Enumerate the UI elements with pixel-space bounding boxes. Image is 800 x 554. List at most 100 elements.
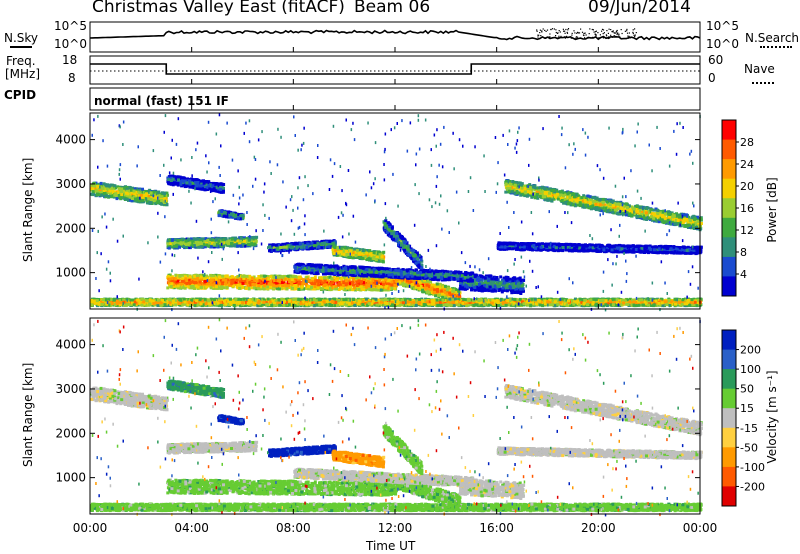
nsearch-point [633, 33, 634, 34]
nsearch-point [632, 32, 633, 33]
nsearch-point [565, 38, 566, 39]
nsearch-point [537, 31, 538, 32]
nsearch-point [571, 38, 572, 39]
nsearch-point [582, 32, 583, 33]
freq-series [90, 64, 700, 74]
nsearch-point [552, 37, 553, 38]
power-heatmap [90, 113, 703, 311]
nsearch-point [565, 29, 566, 30]
heatmap-cell [164, 197, 167, 200]
nsearch-point [589, 33, 590, 34]
nsearch-point [603, 33, 604, 34]
nsearch-point [575, 37, 576, 38]
nsearch-point [614, 35, 615, 36]
heatmap-cell [118, 187, 121, 190]
heatmap-cell [127, 192, 130, 195]
nsearch-point [629, 36, 630, 37]
nsearch-point [568, 37, 569, 38]
heatmap-cell [133, 190, 136, 193]
nsearch-point [549, 33, 550, 34]
freq-panel-plot [90, 64, 700, 74]
nsearch-point [626, 30, 627, 31]
heatmap-cell [131, 197, 134, 200]
heatmap-cell [103, 182, 106, 185]
nsearch-point [555, 35, 556, 36]
nsearch-point [545, 38, 546, 39]
heatmap-cell [120, 187, 123, 190]
nsearch-point [583, 33, 584, 34]
nsearch-point [595, 35, 596, 36]
nsearch-point [586, 34, 587, 35]
nsearch-point [626, 29, 627, 30]
nsearch-point [634, 36, 635, 37]
nsearch-point [557, 32, 558, 33]
nsearch-point [608, 36, 609, 37]
nsearch-point [601, 31, 602, 32]
heatmap-cell [160, 203, 163, 206]
nsearch-point [614, 32, 615, 33]
nsearch-point [550, 29, 551, 30]
nsearch-point [539, 38, 540, 39]
heatmap-cell [134, 198, 137, 201]
heatmap-cell [91, 187, 94, 190]
nsearch-point [547, 30, 548, 31]
nsearch-point [617, 30, 618, 31]
heatmap-cell [141, 199, 144, 202]
nsearch-point [539, 32, 540, 33]
nsearch-point [612, 31, 613, 32]
heatmap-cell [90, 193, 93, 196]
nsearch-point [578, 32, 579, 33]
nsearch-point [609, 29, 610, 30]
nsearch-point [537, 36, 538, 37]
nsearch-point [602, 29, 603, 30]
heatmap-cell [92, 190, 95, 193]
plot-canvas: 00:00 04:00 08:00 12:00 16:00 20:00 00:0010002… [0, 0, 800, 554]
nsearch-point [628, 38, 629, 39]
nsearch-point [573, 30, 574, 31]
nsearch-point [577, 37, 578, 38]
nsearch-point [560, 36, 561, 37]
nsearch-point [566, 36, 567, 37]
nsearch-point [564, 36, 565, 37]
nsearch-point [543, 28, 544, 29]
nsearch-point [617, 33, 618, 34]
nsearch-point [580, 29, 581, 30]
heatmap-cell [121, 190, 124, 193]
heatmap-cell [160, 199, 163, 202]
nsearch-point [594, 32, 595, 33]
nsearch-point [584, 37, 585, 38]
heatmap-cell [157, 191, 160, 194]
heatmap-cell [161, 195, 164, 198]
nsearch-point [583, 35, 584, 36]
heatmap-cell [96, 185, 99, 188]
nsearch-point [555, 29, 556, 30]
nsearch-point [546, 31, 547, 32]
nsearch-point [608, 38, 609, 39]
nsearch-point [617, 34, 618, 35]
nsearch-point [592, 37, 593, 38]
heatmap-cell [113, 184, 116, 187]
nsearch-point [625, 31, 626, 32]
nsearch-point [597, 32, 598, 33]
nsearch-point [559, 30, 560, 31]
nsearch-point [595, 34, 596, 35]
nsearch-point [608, 33, 609, 34]
nsearch-point [616, 32, 617, 33]
heatmap-cell [107, 195, 110, 198]
nsearch-point [621, 29, 622, 30]
heatmap-cell [150, 192, 153, 195]
heatmap-cell [123, 187, 126, 190]
heatmap-cell [140, 194, 143, 197]
nsearch-point [576, 36, 577, 37]
nsearch-point [622, 33, 623, 34]
heatmap-cell [96, 193, 99, 196]
nsearch-point [615, 36, 616, 37]
nsearch-point [585, 33, 586, 34]
nsearch-point [612, 37, 613, 38]
heatmap-cell [108, 185, 111, 188]
nsearch-point [556, 32, 557, 33]
nsearch-point [571, 35, 572, 36]
nsearch-point [565, 33, 566, 34]
nsearch-point [574, 32, 575, 33]
nsearch-point [558, 36, 559, 37]
